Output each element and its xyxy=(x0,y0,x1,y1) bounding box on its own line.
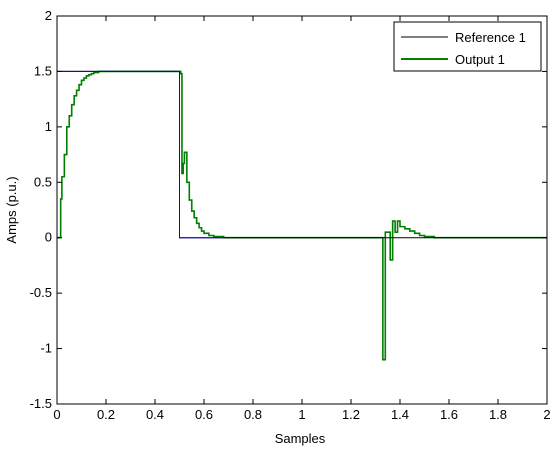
y-tick-label: 0 xyxy=(45,230,52,245)
legend-label-output-1: Output 1 xyxy=(455,52,505,67)
legend: Reference 1 Output 1 xyxy=(393,21,542,72)
x-tick-label: 1.6 xyxy=(440,407,458,422)
y-tick-label: 1 xyxy=(45,119,52,134)
series-line-output-1 xyxy=(57,70,547,361)
y-tick-label: -1.5 xyxy=(30,396,52,411)
series-layer xyxy=(57,70,547,361)
x-tick-label: 0.6 xyxy=(195,407,213,422)
x-tick-label: 1.4 xyxy=(391,407,409,422)
y-tick-label: -1 xyxy=(40,341,52,356)
x-tick-label: 0.8 xyxy=(244,407,262,422)
legend-label-reference-1: Reference 1 xyxy=(455,30,526,45)
x-tick-label: 1 xyxy=(298,407,305,422)
y-tick-label: 2 xyxy=(45,8,52,23)
y-tick-label: 0.5 xyxy=(34,174,52,189)
y-tick-label: 1.5 xyxy=(34,63,52,78)
x-tick-label: 1.2 xyxy=(342,407,360,422)
plot-background xyxy=(57,16,547,404)
x-tick-label: 0 xyxy=(53,407,60,422)
x-axis-ticks: 0 0.2 0.4 0.6 0.8 1 1.2 1.4 1.6 1.8 2 xyxy=(53,16,551,422)
y-tick-label: -0.5 xyxy=(30,285,52,300)
x-axis-label: Samples xyxy=(275,431,326,446)
x-tick-label: 0.4 xyxy=(146,407,164,422)
x-tick-label: 1.8 xyxy=(489,407,507,422)
legend-box xyxy=(393,21,542,72)
y-axis-ticks: -1.5 -1 -0.5 0 0.5 1 1.5 2 xyxy=(30,8,547,411)
series-line-unlabeled-2 xyxy=(57,70,224,239)
y-axis-label: Amps (p.u.) xyxy=(4,176,19,243)
x-tick-label: 2 xyxy=(543,407,550,422)
x-tick-label: 0.2 xyxy=(97,407,115,422)
